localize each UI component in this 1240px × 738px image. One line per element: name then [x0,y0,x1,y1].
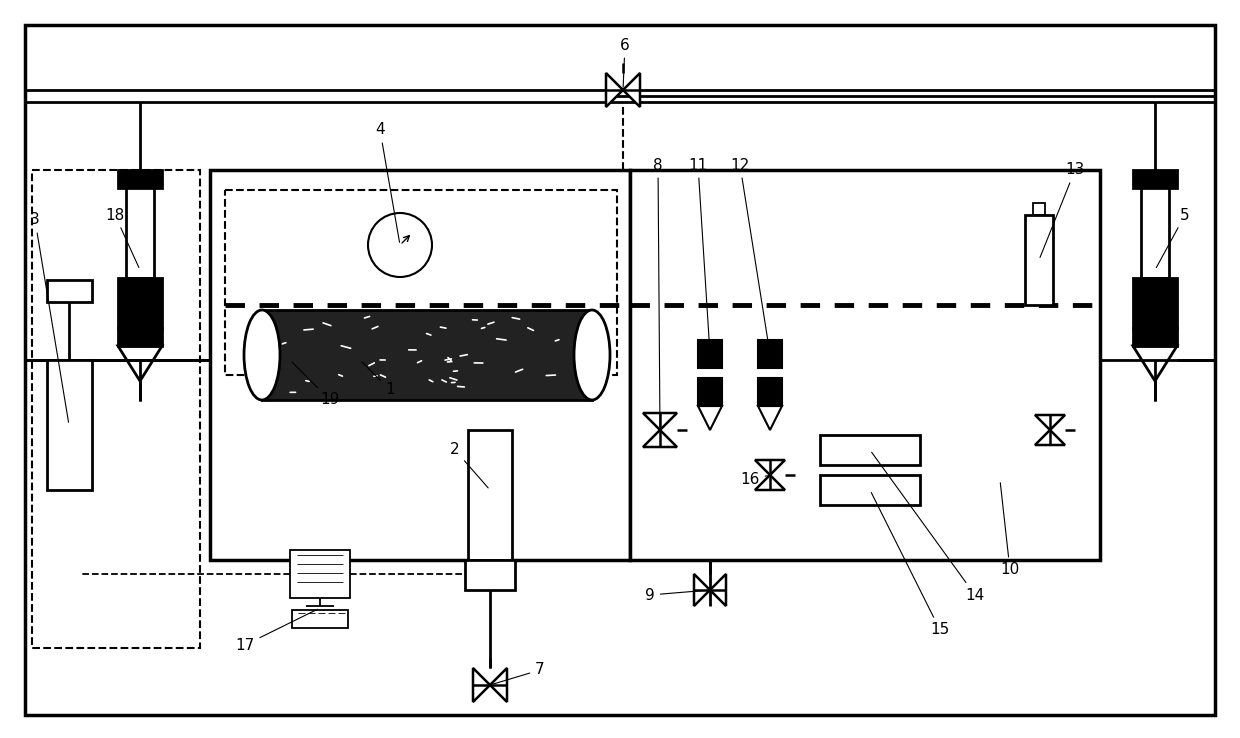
Polygon shape [490,668,507,702]
Text: 2: 2 [450,443,489,488]
Polygon shape [622,73,640,107]
Bar [758,340,782,368]
Polygon shape [711,574,725,606]
Bar [210,170,630,560]
Bar [467,430,512,560]
Bar [118,328,162,346]
Text: 6: 6 [620,38,630,87]
Bar [219,190,615,560]
Polygon shape [644,430,677,447]
Text: 16: 16 [740,472,768,488]
Text: 14: 14 [872,452,985,602]
Polygon shape [755,475,785,490]
Bar [118,170,162,188]
Bar [758,378,782,406]
Text: 12: 12 [730,157,770,351]
Bar [291,610,348,628]
Bar [1016,195,1100,550]
Bar [126,188,154,278]
Bar [290,550,350,598]
Bar [698,378,722,406]
Bar [820,435,920,465]
Bar [465,560,515,590]
Text: 15: 15 [872,492,950,638]
Bar [47,360,92,490]
Text: 9: 9 [645,587,707,602]
Bar [815,390,999,560]
Text: 17: 17 [236,610,317,652]
Text: 7: 7 [492,663,544,684]
Text: 5: 5 [1157,207,1190,268]
Polygon shape [1035,430,1065,445]
Polygon shape [694,574,711,606]
Ellipse shape [574,310,610,400]
Bar [1133,170,1177,188]
Text: 8: 8 [653,157,663,427]
Bar [1025,215,1053,305]
Bar [32,170,200,648]
Ellipse shape [244,310,280,400]
Bar [118,278,162,328]
Text: 1: 1 [362,362,394,398]
Text: 10: 10 [1001,483,1019,578]
Polygon shape [755,460,785,475]
Bar [1133,328,1177,346]
Bar [1133,278,1177,328]
Polygon shape [644,413,677,430]
Bar [1141,188,1169,278]
Text: 3: 3 [30,213,68,422]
Polygon shape [1035,415,1065,430]
Circle shape [368,213,432,277]
Polygon shape [472,668,490,702]
Bar [820,475,920,505]
Bar [262,310,591,400]
Text: 11: 11 [688,157,709,351]
Text: 4: 4 [376,123,399,242]
Bar [47,280,92,302]
Bar [630,170,1100,560]
Bar [1033,203,1045,215]
Polygon shape [606,73,622,107]
Text: 13: 13 [1040,162,1085,258]
Text: 18: 18 [105,207,139,267]
Text: 19: 19 [291,362,340,407]
Bar [224,190,618,375]
Bar [698,340,722,368]
